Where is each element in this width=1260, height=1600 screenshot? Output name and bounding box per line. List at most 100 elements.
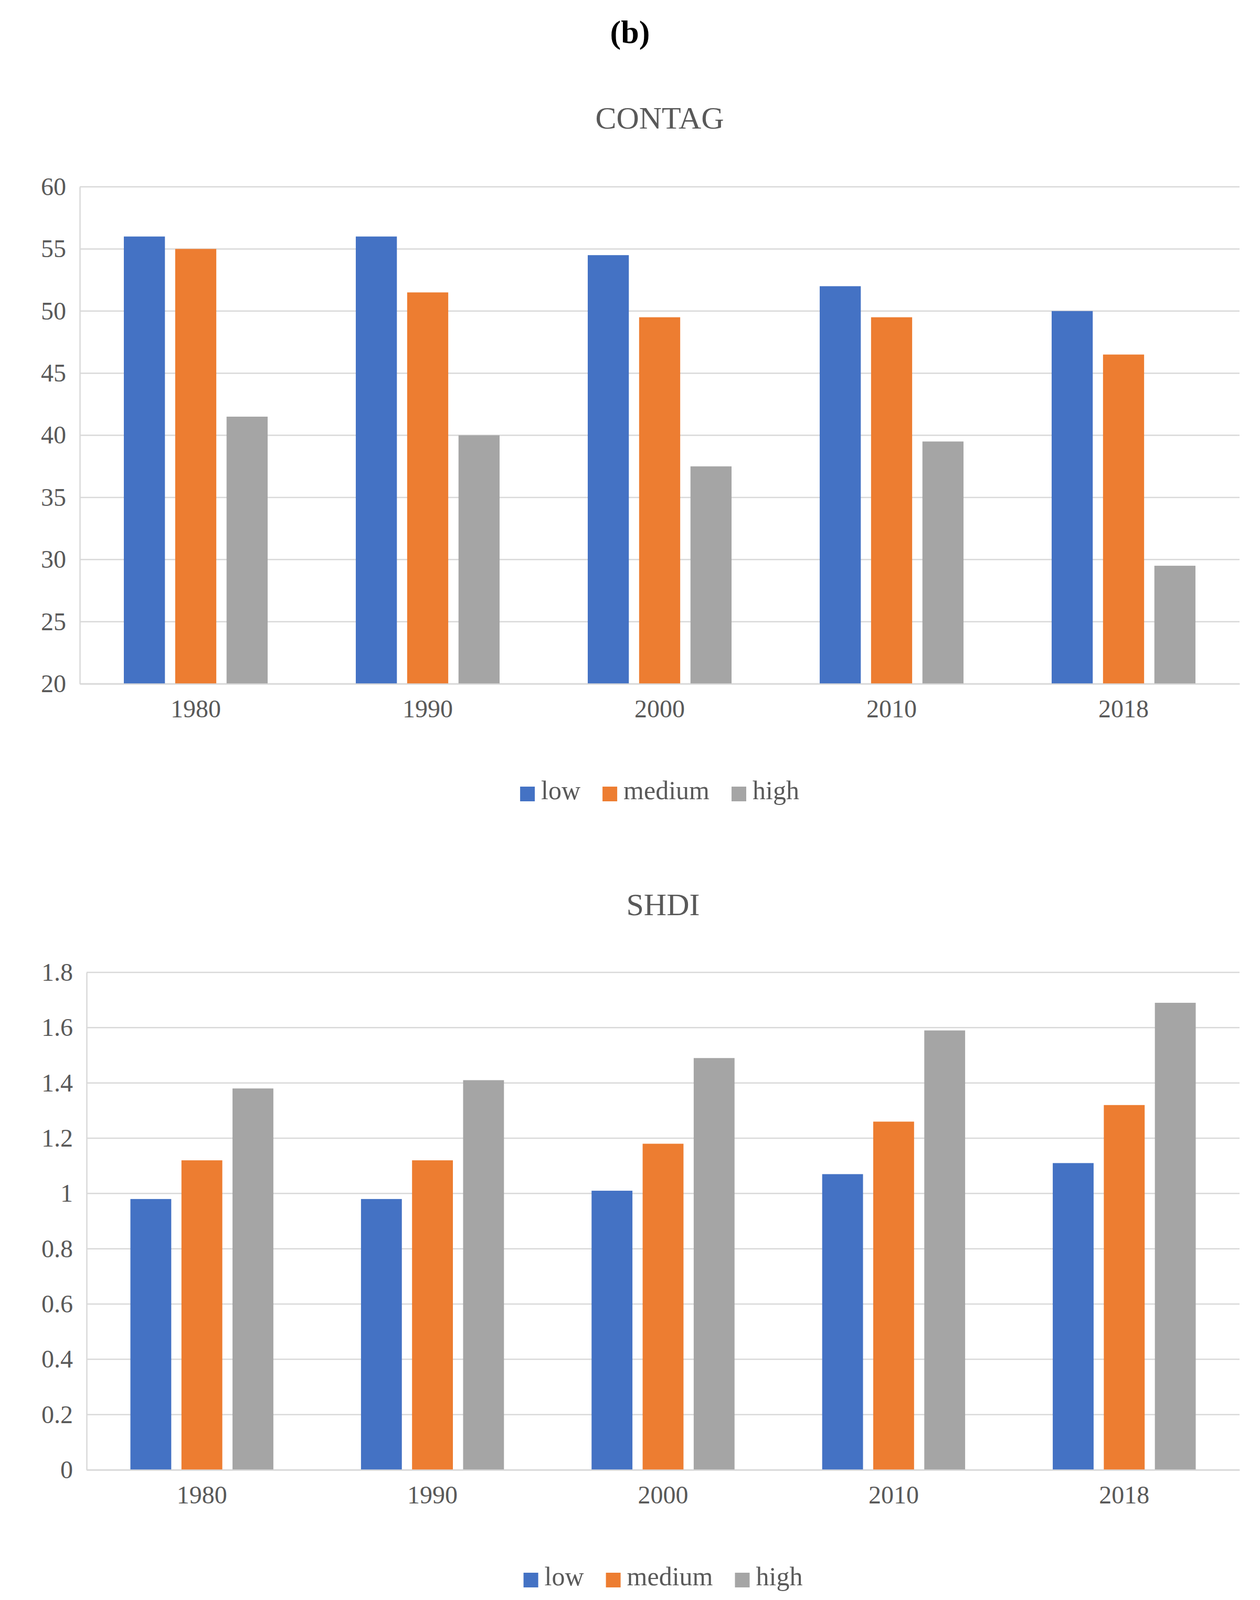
y-axis: 20 25 30 35 40 45 50 55 60 <box>40 172 81 698</box>
tick: 55 <box>40 234 80 263</box>
legend-item: low <box>523 1561 585 1592</box>
axis-line <box>80 683 1241 685</box>
tick-label: 2000 <box>638 1480 689 1509</box>
tick-label: 35 <box>40 483 67 512</box>
tick-label: 0 <box>60 1455 73 1484</box>
bar <box>1103 354 1145 684</box>
tick-label: 45 <box>40 358 67 387</box>
tick-label: 2018 <box>1098 694 1149 723</box>
tick-label: 1980 <box>176 1480 228 1509</box>
grid-line <box>79 248 1240 250</box>
tick-label: 1980 <box>170 694 221 723</box>
bar <box>822 1173 864 1470</box>
bar <box>1103 1105 1145 1470</box>
tick-label: 0.8 <box>41 1234 73 1263</box>
y-axis: 00.20.40.60.811.21.41.61.8 <box>41 958 88 1484</box>
legend-swatch <box>523 1572 539 1588</box>
legend: low medium high <box>523 1561 803 1592</box>
bar <box>591 1190 633 1470</box>
legend-item: high <box>734 1561 803 1592</box>
bar <box>1155 1002 1196 1470</box>
tick: 0 <box>60 1455 87 1484</box>
bar <box>924 1030 966 1470</box>
axis-line <box>86 972 88 1471</box>
legend-label: high <box>752 775 800 806</box>
tick: 1980 <box>176 1469 228 1509</box>
tick: 0.2 <box>41 1400 87 1429</box>
bar <box>130 1199 172 1470</box>
bar <box>361 1199 402 1470</box>
tick-label: 40 <box>40 420 67 449</box>
tick: 0.8 <box>41 1234 87 1263</box>
tick: 35 <box>40 483 80 512</box>
legend-item: medium <box>606 1561 714 1592</box>
tick-label: 2018 <box>1098 1480 1150 1509</box>
tick: 1.2 <box>41 1124 87 1152</box>
tick: 2010 <box>868 1469 919 1509</box>
bar <box>232 1088 274 1470</box>
legend-swatch <box>731 786 747 802</box>
tick-label: 1990 <box>402 694 453 723</box>
tick-label: 30 <box>40 545 67 574</box>
tick: 25 <box>40 607 80 635</box>
bar <box>693 1057 735 1470</box>
tick: 2018 <box>1098 1469 1150 1509</box>
legend-label: medium <box>623 775 710 806</box>
bar <box>411 1160 453 1470</box>
chart: SHDI00.20.40.60.811.21.41.61.81980199020… <box>41 887 1241 1592</box>
tick: 1.4 <box>41 1068 87 1097</box>
bar <box>873 1121 915 1470</box>
bar <box>642 1144 684 1470</box>
legend-swatch <box>606 1572 621 1588</box>
tick: 30 <box>40 545 80 574</box>
tick: 1.6 <box>41 1013 87 1042</box>
legend-item: low <box>520 775 581 806</box>
tick: 40 <box>40 420 80 449</box>
tick-label: 0.2 <box>41 1400 73 1429</box>
tick-label: 25 <box>40 607 67 635</box>
bar <box>1154 565 1196 684</box>
bar <box>226 416 268 684</box>
chart-title: SHDI <box>626 887 700 923</box>
tick: 1.8 <box>41 958 87 987</box>
bars <box>130 1002 1196 1470</box>
bar <box>690 466 732 684</box>
figure: (b)CONTAG2025303540455055601980199020002… <box>0 0 1260 1600</box>
bar <box>181 1160 223 1470</box>
legend-swatch <box>734 1572 750 1588</box>
x-axis: 19801990200020102018 <box>87 1469 1241 1509</box>
bar <box>1052 1162 1094 1470</box>
tick-label: 2000 <box>634 694 685 723</box>
tick-label: 2010 <box>868 1480 919 1509</box>
tick: 0.4 <box>41 1345 87 1373</box>
grid-line <box>86 971 1240 974</box>
bar <box>462 1080 504 1470</box>
tick-label: 50 <box>40 297 67 325</box>
tick: 1980 <box>170 683 221 723</box>
legend-item: medium <box>602 775 710 806</box>
tick-label: 0.6 <box>41 1289 73 1318</box>
legend-label: medium <box>627 1561 714 1592</box>
tick-label: 1.2 <box>41 1124 73 1152</box>
grid-line <box>79 186 1240 188</box>
bar <box>639 317 681 684</box>
bar <box>922 441 964 684</box>
tick-label: 2010 <box>866 694 917 723</box>
tick-label: 1.4 <box>41 1068 73 1097</box>
tick: 0.6 <box>41 1289 87 1318</box>
grid <box>79 186 1240 684</box>
bar <box>1051 311 1093 684</box>
tick: 2000 <box>634 683 685 723</box>
tick: 2000 <box>638 1469 689 1509</box>
axis-line <box>79 187 81 685</box>
x-axis: 1980 1990 2000 2010 2018 <box>80 683 1241 723</box>
tick-label: 20 <box>40 669 67 698</box>
tick: 50 <box>40 297 80 325</box>
tick: 60 <box>40 172 80 201</box>
tick-label: 1.8 <box>41 958 73 987</box>
tick-label: 0.4 <box>41 1345 73 1373</box>
legend: low medium high <box>520 775 800 806</box>
tick-label: 60 <box>40 172 67 201</box>
chart: CONTAG2025303540455055601980199020002010… <box>40 100 1241 806</box>
tick-label: 1.6 <box>41 1013 73 1042</box>
